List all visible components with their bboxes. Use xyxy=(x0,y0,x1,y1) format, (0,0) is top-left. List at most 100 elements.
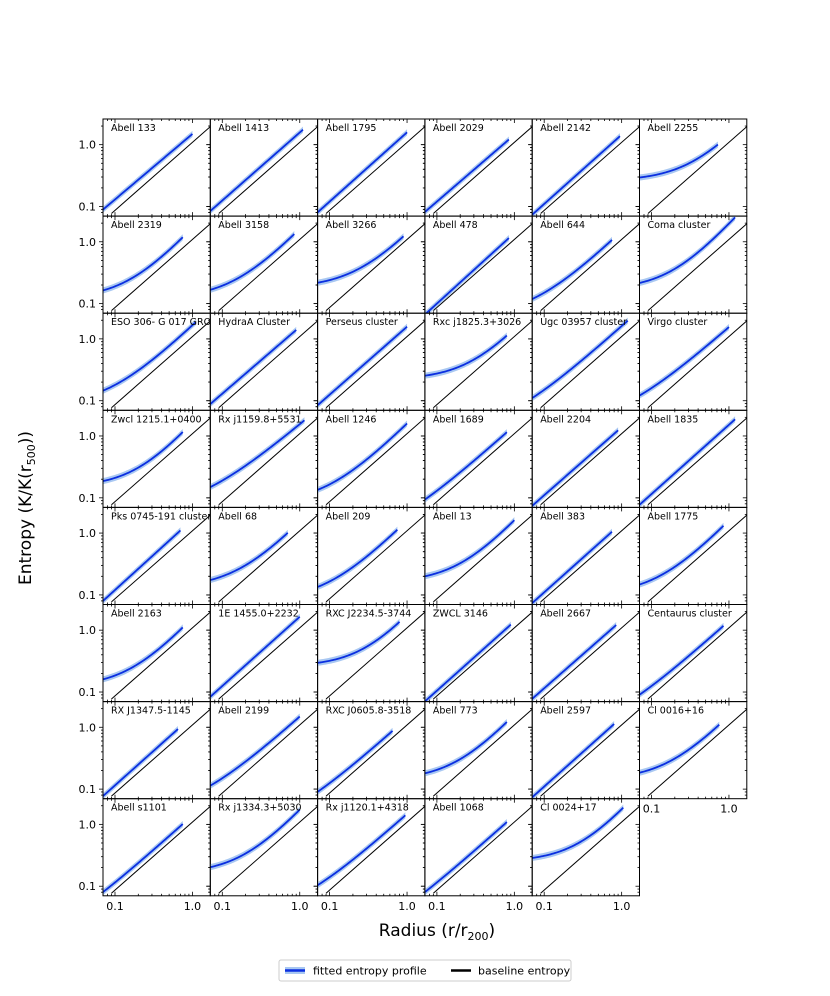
fitted-entropy-line xyxy=(317,235,405,284)
baseline-entropy-line xyxy=(218,805,318,894)
y-tick-label: 1.0 xyxy=(79,430,97,443)
y-tick-label: 1.0 xyxy=(79,721,97,734)
panel-title: Abell 2199 xyxy=(218,706,269,717)
baseline-entropy-line xyxy=(325,708,425,797)
fitted-entropy-band xyxy=(210,713,300,789)
fitted-entropy-band xyxy=(317,618,400,666)
panel-frame xyxy=(531,798,641,897)
panel-title: RX J1347.5-1145 xyxy=(111,706,191,717)
panels-grid: Abell 133 0.1 1.0 Abell 1413 Abell 1795 Abell… xyxy=(79,118,748,913)
panel: Abell 13 xyxy=(420,506,533,605)
fitted-entropy-line xyxy=(639,724,720,774)
panel-title: Abell 2163 xyxy=(111,609,162,620)
fitted-entropy-line xyxy=(532,531,613,604)
panel: Abell 133 0.1 1.0 xyxy=(79,118,211,217)
baseline-entropy-line xyxy=(540,126,640,214)
panel-title: Abell 2597 xyxy=(540,706,591,717)
baseline-entropy-line xyxy=(111,320,211,409)
fitted-entropy-line xyxy=(424,821,508,893)
panel: Rx j1334.3+5030 0.1 1.0 xyxy=(206,798,319,913)
y-tick-label: 0.1 xyxy=(79,589,97,602)
panel-ticks xyxy=(635,410,747,508)
panel: Abell 1795 xyxy=(313,118,426,217)
panel-title: RXC J2234.5-3744 xyxy=(326,609,412,620)
x-tick-label: 0.1 xyxy=(214,900,232,913)
baseline-entropy-line xyxy=(433,417,533,506)
y-tick-label: 1.0 xyxy=(79,624,97,637)
baseline-entropy-line xyxy=(433,223,533,311)
panel: Abell 1835 xyxy=(635,409,748,508)
baseline-entropy-line xyxy=(433,126,533,214)
panel: Zwcl 1215.1+0400 0.1 1.0 xyxy=(79,409,211,508)
baseline-entropy-line xyxy=(647,223,747,311)
fitted-entropy-line xyxy=(424,623,512,702)
fitted-entropy-line xyxy=(424,334,508,377)
panel: Rxc j1825.3+3026 xyxy=(420,312,533,411)
baseline-entropy-line xyxy=(218,708,318,797)
panel-title: Abell 1795 xyxy=(326,123,377,134)
panel-title: ESO 306- G 017 GROUP xyxy=(111,317,224,328)
panel-title: Abell 1413 xyxy=(218,123,269,134)
panel: Abell 1775 xyxy=(635,506,748,605)
y-tick-label: 1.0 xyxy=(79,333,97,346)
baseline-entropy-line xyxy=(647,126,747,214)
legend-frame xyxy=(278,959,572,982)
baseline-entropy-line xyxy=(647,708,747,797)
x-tick-label: 0.1 xyxy=(535,900,553,913)
baseline-entropy-line xyxy=(433,805,533,894)
panel: Centaurus cluster xyxy=(635,604,748,703)
fitted-entropy-line xyxy=(210,809,301,869)
fitted-entropy-line xyxy=(532,429,619,507)
legend-fitted-label: fitted entropy profile xyxy=(313,965,427,978)
panel-title: Abell 3158 xyxy=(218,220,269,231)
x-tick-label: 0.1 xyxy=(643,803,661,816)
fitted-entropy-line xyxy=(210,233,295,291)
fitted-entropy-line xyxy=(424,138,510,213)
panel-title: Abell 1835 xyxy=(648,414,699,425)
baseline-entropy-line xyxy=(433,514,533,603)
fitted-entropy-line xyxy=(103,529,182,602)
x-tick-label: 1.0 xyxy=(506,900,524,913)
panel-title: Cl 0024+17 xyxy=(540,803,597,814)
fitted-entropy-line xyxy=(424,721,508,775)
legend-baseline-label: baseline entropy xyxy=(478,965,571,978)
panel-title: Abell 773 xyxy=(433,706,478,717)
baseline-entropy-line xyxy=(540,708,640,797)
fitted-entropy-line xyxy=(424,519,515,578)
fitted-entropy-band xyxy=(103,319,196,394)
fitted-entropy-line xyxy=(532,135,621,216)
panel: Virgo cluster xyxy=(635,312,748,411)
x-axis-title: Radius (r/r200) xyxy=(379,921,495,943)
panel-title: ZWCL 3146 xyxy=(433,609,488,620)
panel-title: Rxc j1825.3+3026 xyxy=(433,317,521,328)
panel-title: Abell 1689 xyxy=(433,414,484,425)
panel-title: Abell 2204 xyxy=(540,414,591,425)
panel-title: Cl 0016+16 xyxy=(648,706,705,717)
fitted-entropy-line xyxy=(639,326,730,397)
fitted-entropy-line xyxy=(639,143,719,179)
baseline-entropy-line xyxy=(647,514,747,603)
fitted-entropy-line xyxy=(317,131,408,214)
y-tick-label: 0.1 xyxy=(79,395,97,408)
panel: Abell 2204 xyxy=(528,409,641,508)
baseline-entropy-line xyxy=(111,417,211,506)
fitted-entropy-band xyxy=(639,721,720,776)
legend: fitted entropy profile baseline entropy xyxy=(278,959,572,982)
panel-title: Abell 13 xyxy=(433,511,472,522)
panel: Abell 1413 xyxy=(206,118,319,217)
fitted-entropy-band xyxy=(317,420,408,493)
panel: 1E 1455.0+2232 xyxy=(206,604,319,703)
panel: Perseus cluster xyxy=(313,312,426,411)
panel: RXC J2234.5-3744 xyxy=(313,604,426,703)
fitted-entropy-line xyxy=(317,326,408,406)
panel: Cl 0016+16 0.1 1.0 xyxy=(635,701,748,816)
fitted-entropy-band xyxy=(103,234,183,294)
panel-title: Zwcl 1215.1+0400 xyxy=(111,414,202,425)
baseline-entropy-line xyxy=(540,611,640,700)
fitted-entropy-line xyxy=(424,431,508,501)
x-tick-label: 1.0 xyxy=(184,900,202,913)
panel: Abell 2199 xyxy=(206,701,319,800)
fitted-entropy-line xyxy=(532,319,629,399)
y-tick-label: 0.1 xyxy=(79,492,97,505)
panel: Abell 1689 xyxy=(420,409,533,508)
